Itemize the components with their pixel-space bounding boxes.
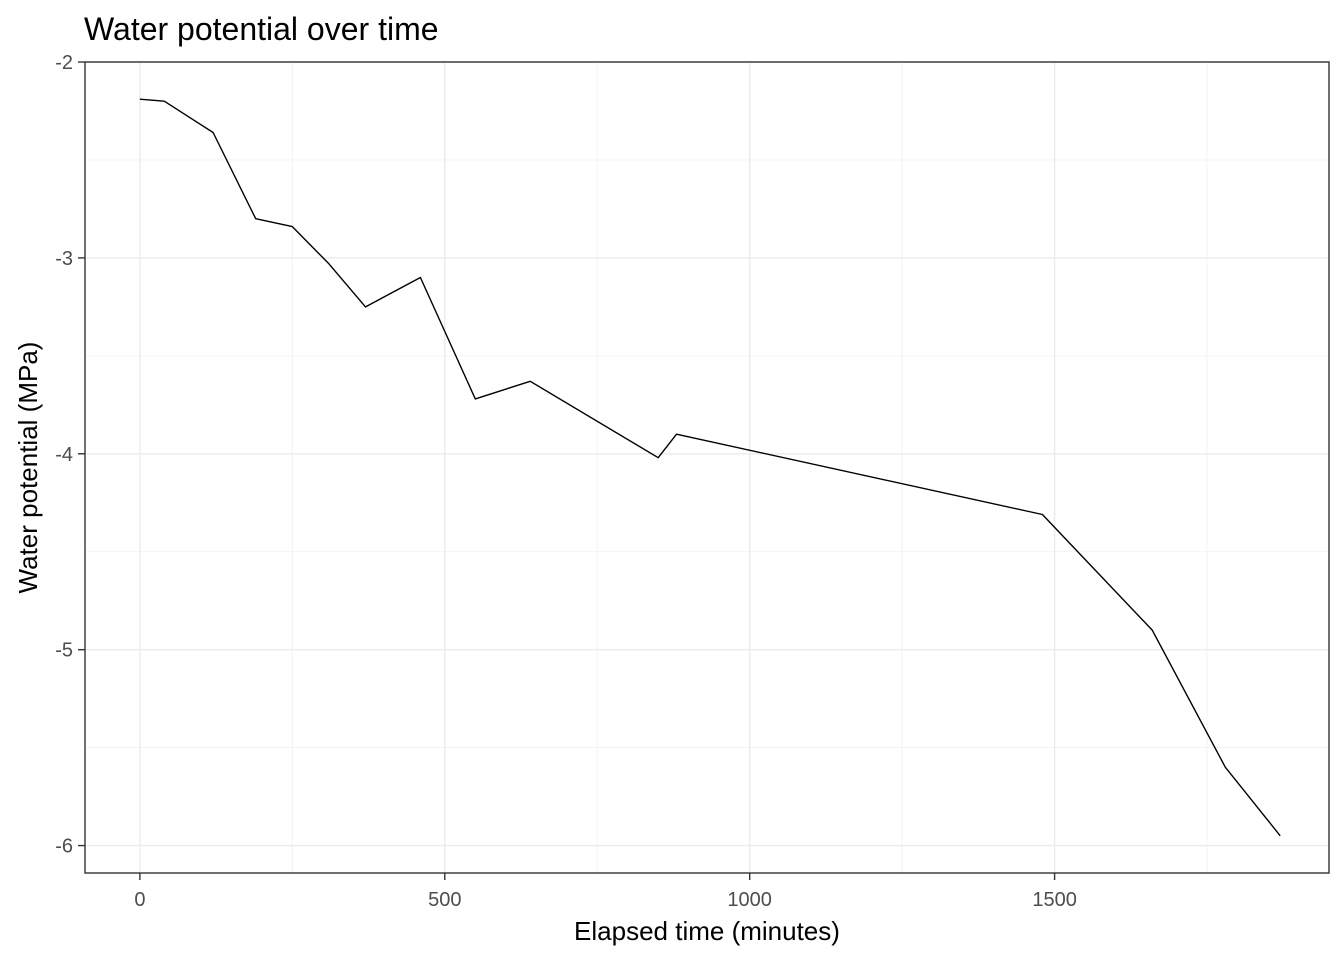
y-tick-label: -5 [55,640,73,662]
y-tick-label: -3 [55,248,73,270]
y-axis: -2 -3 -4 -5 -6 [55,52,85,858]
x-tick-label: 500 [428,889,461,911]
x-axis: 0 500 1000 1500 [134,873,1077,911]
x-tick-label: 1500 [1032,889,1077,911]
y-tick-label: -6 [55,836,73,858]
minor-gridlines [85,62,1329,873]
chart-title: Water potential over time [84,11,439,47]
major-gridlines [85,61,1329,873]
series-line [139,98,1281,837]
x-axis-title: Elapsed time (minutes) [574,916,840,946]
plot-panel-border [84,61,1330,874]
x-tick-label: 0 [134,889,145,911]
y-axis-title: Water potential (MPa) [13,342,43,594]
x-tick-label: 1000 [727,889,772,911]
y-tick-label: -4 [55,444,73,466]
y-tick-label: -2 [55,52,73,74]
